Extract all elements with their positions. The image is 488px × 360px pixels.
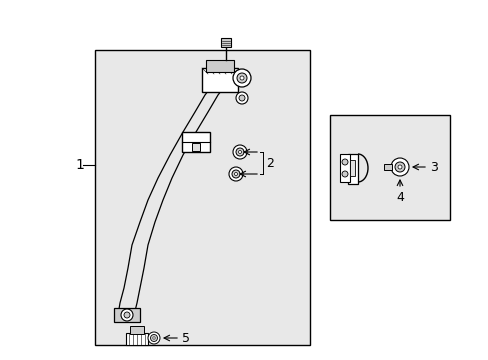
Text: 5: 5 [182, 332, 190, 345]
Circle shape [234, 172, 237, 176]
Text: 3: 3 [429, 161, 437, 174]
Circle shape [238, 150, 241, 153]
Circle shape [150, 334, 157, 342]
Text: 2: 2 [265, 157, 273, 170]
Bar [95, 50, 309, 345]
Circle shape [390, 158, 408, 176]
Bar [114, 308, 140, 322]
Bar [192, 143, 200, 151]
Circle shape [231, 170, 240, 178]
Circle shape [237, 73, 246, 83]
Bar [126, 333, 148, 345]
Circle shape [228, 167, 243, 181]
Bar [205, 60, 234, 72]
Circle shape [341, 171, 347, 177]
Circle shape [124, 312, 130, 318]
Circle shape [236, 148, 244, 156]
Circle shape [397, 165, 401, 169]
Bar [221, 38, 230, 47]
Text: 1: 1 [76, 158, 84, 172]
Bar [329, 115, 449, 220]
Bar [202, 68, 238, 92]
Circle shape [240, 76, 244, 80]
Circle shape [341, 159, 347, 165]
Circle shape [394, 162, 404, 172]
Circle shape [232, 145, 246, 159]
Bar [347, 154, 357, 184]
Circle shape [121, 309, 133, 321]
Circle shape [232, 69, 250, 87]
Circle shape [239, 95, 244, 101]
Bar [182, 132, 209, 152]
Text: 4: 4 [395, 190, 403, 203]
Bar [349, 160, 354, 176]
Circle shape [152, 337, 155, 339]
Circle shape [236, 92, 247, 104]
Bar [383, 164, 391, 170]
Circle shape [148, 332, 160, 344]
Bar [130, 326, 143, 334]
Bar [339, 154, 349, 182]
